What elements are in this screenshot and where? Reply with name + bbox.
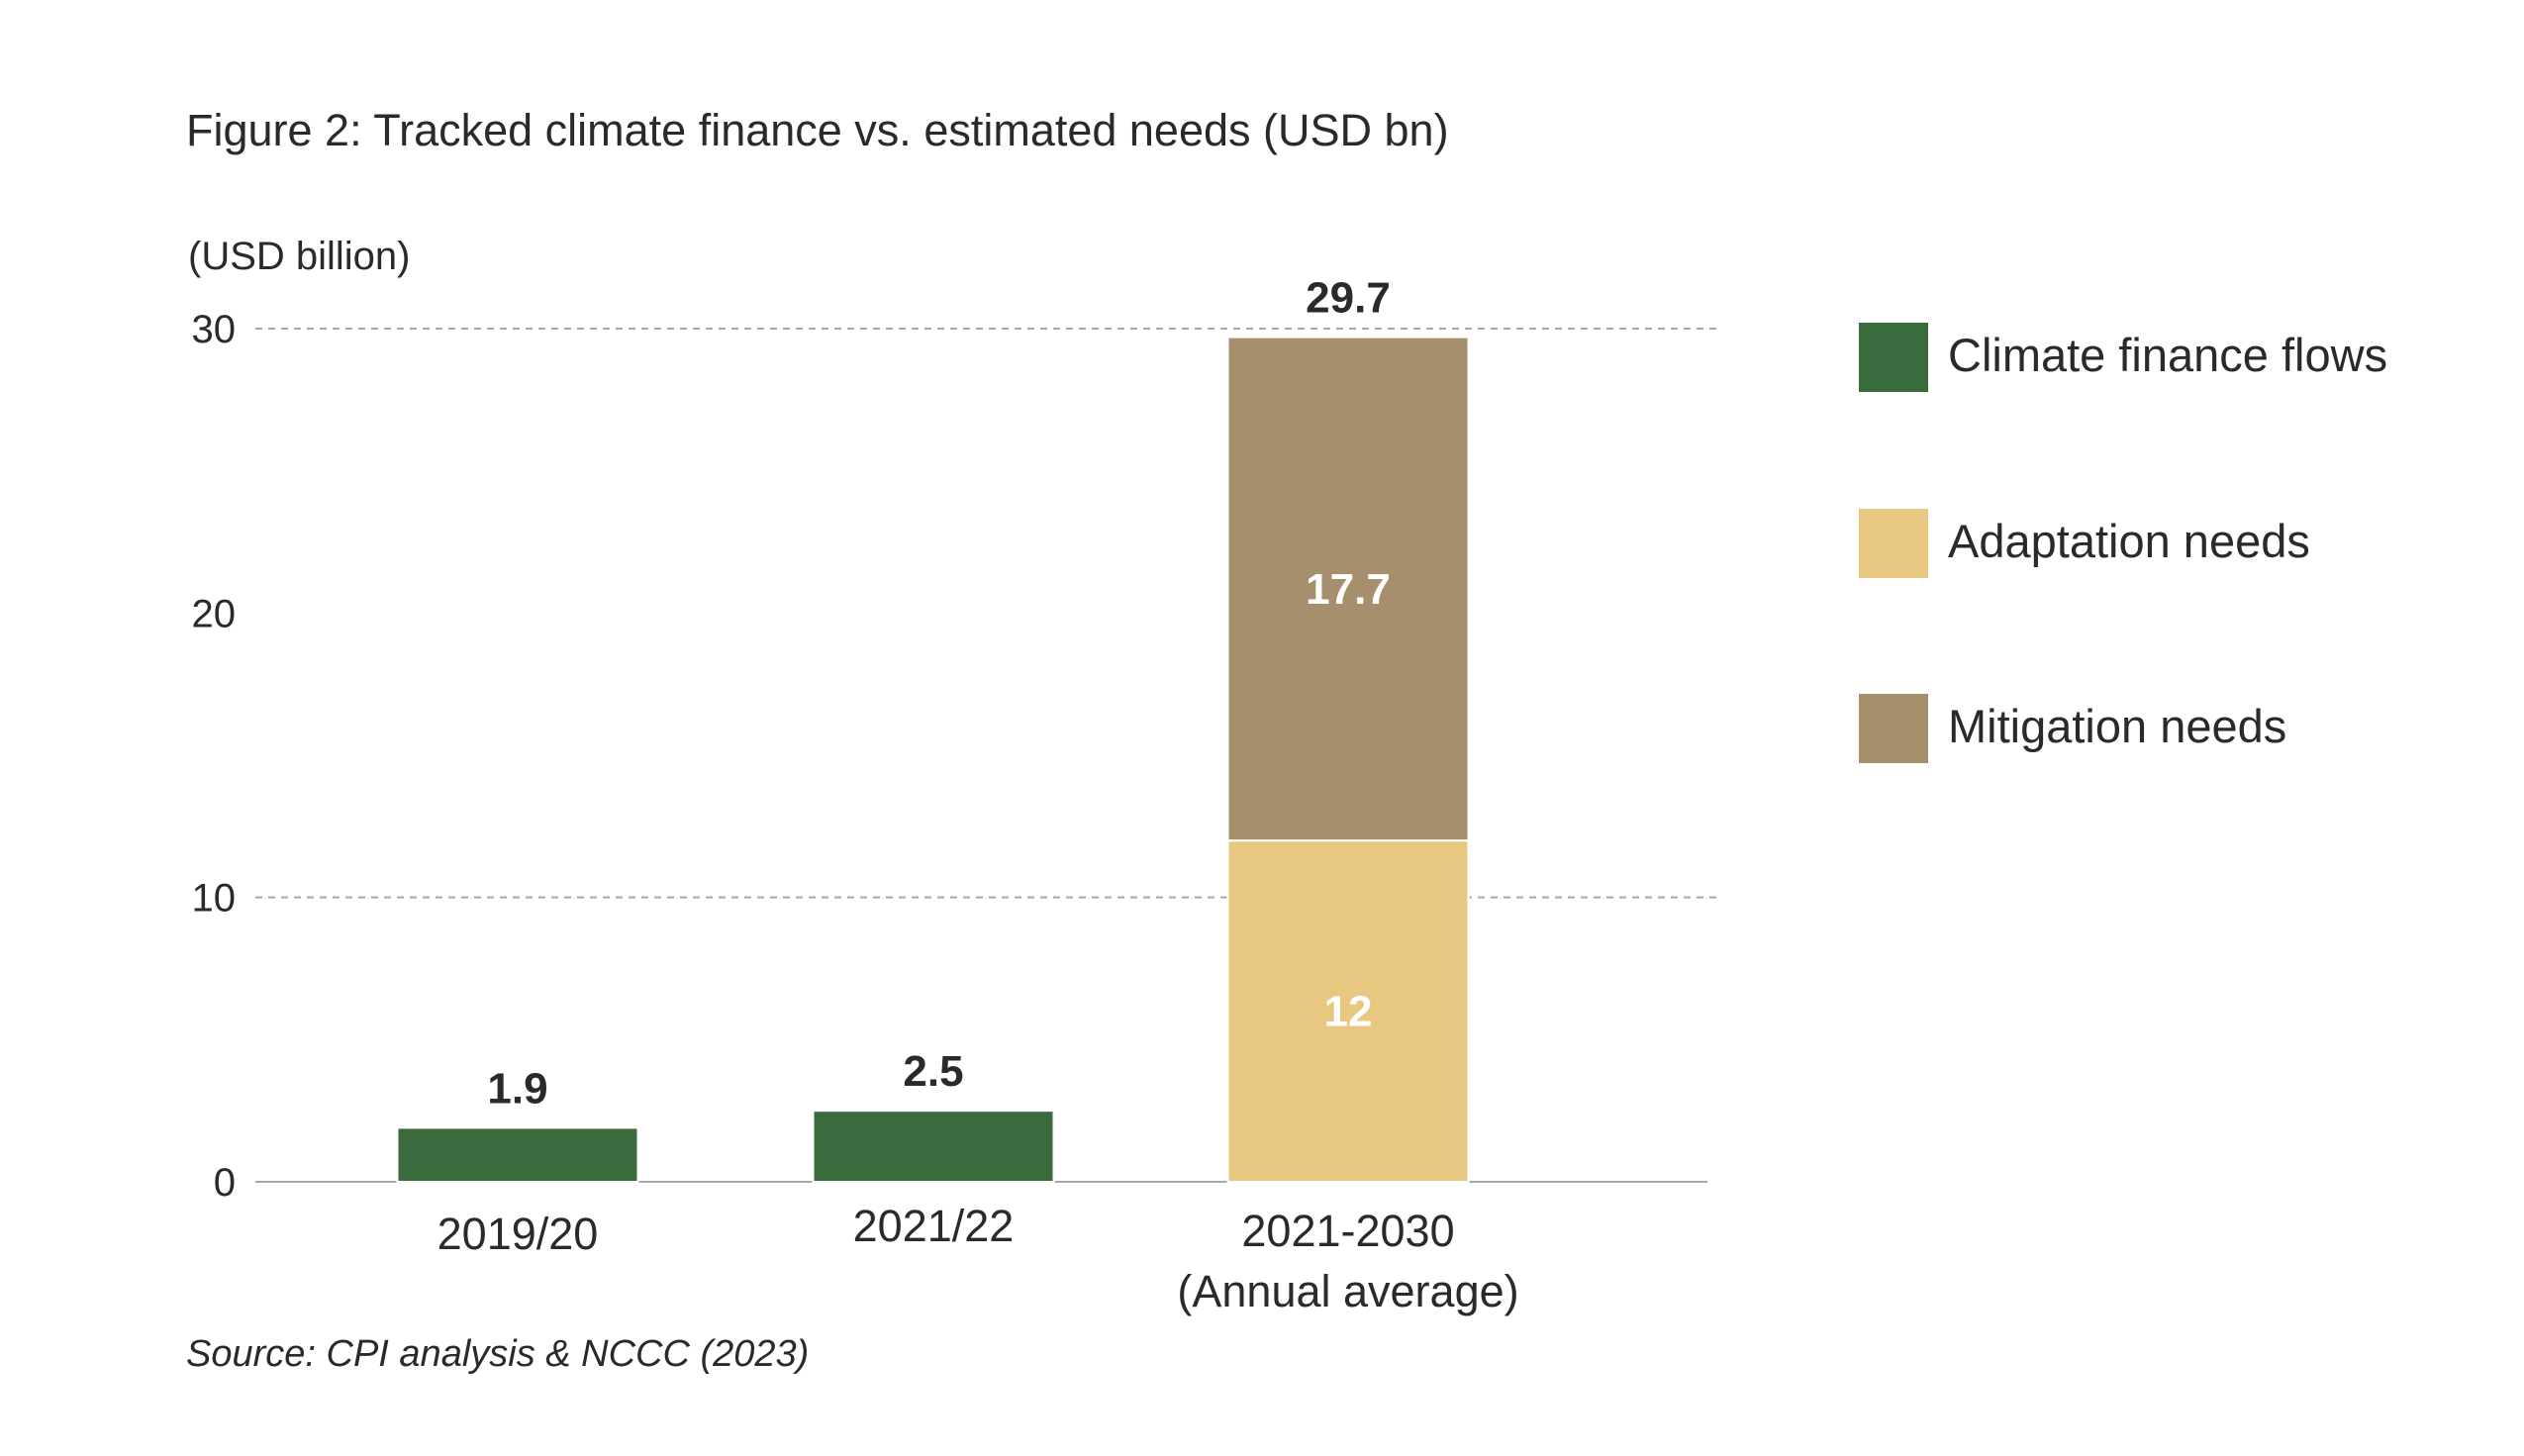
source-note: Source: CPI analysis & NCCC (2023) bbox=[186, 1333, 809, 1375]
bar-layer bbox=[396, 336, 1470, 1183]
legend-item: Adaptation needs bbox=[1859, 509, 2310, 578]
x-tick-label: (Annual average) bbox=[1177, 1266, 1518, 1316]
legend-label: Mitigation needs bbox=[1948, 700, 2286, 752]
y-tick-label: 20 bbox=[192, 592, 237, 635]
x-tick-label: 2021-2030 bbox=[1241, 1206, 1454, 1256]
y-axis-label: (USD billion) bbox=[188, 235, 411, 278]
figure-title: Figure 2: Tracked climate finance vs. es… bbox=[186, 105, 1449, 155]
bar-segment bbox=[1226, 839, 1470, 1183]
legend-label: Climate finance flows bbox=[1948, 329, 2387, 381]
x-tick-label: 2021/22 bbox=[853, 1201, 1015, 1251]
legend-swatch bbox=[1859, 509, 1928, 578]
legend-swatch bbox=[1859, 694, 1928, 763]
total-value-label: 2.5 bbox=[903, 1047, 963, 1096]
segment-value-label: 12 bbox=[1324, 988, 1373, 1036]
y-tick-label: 30 bbox=[192, 308, 237, 351]
x-tick-label: 2019/20 bbox=[437, 1209, 599, 1259]
y-tick-label: 10 bbox=[192, 877, 237, 921]
bar-segment bbox=[1226, 336, 1470, 842]
total-value-label: 29.7 bbox=[1306, 274, 1391, 323]
legend: Climate finance flows Adaptation needs Mit… bbox=[1859, 323, 2387, 763]
legend-swatch bbox=[1859, 323, 1928, 392]
legend-label: Adaptation needs bbox=[1948, 515, 2310, 567]
legend-item: Mitigation needs bbox=[1859, 694, 2286, 763]
y-tick-label: 0 bbox=[214, 1161, 236, 1205]
total-value-label: 1.9 bbox=[487, 1064, 547, 1113]
segment-value-label: 17.7 bbox=[1306, 565, 1391, 614]
legend-item: Climate finance flows bbox=[1859, 323, 2387, 392]
label-layer: 2019/20 1.9 2021/22 2.5 2021-2030 (Annual ave… bbox=[437, 274, 1519, 1316]
bar-segment bbox=[396, 1126, 639, 1183]
bar-segment bbox=[812, 1110, 1055, 1183]
